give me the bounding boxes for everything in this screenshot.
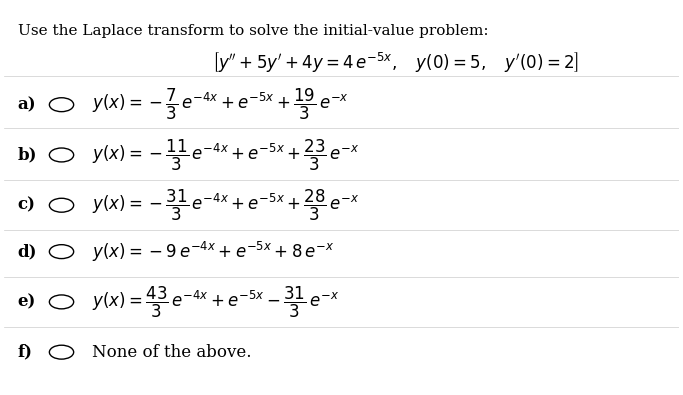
Text: $y(x)=-\dfrac{11}{3}\,e^{-4x}+e^{-5x}+\dfrac{23}{3}\,e^{-x}$: $y(x)=-\dfrac{11}{3}\,e^{-4x}+e^{-5x}+\d… [92,137,359,173]
Text: f): f) [18,344,33,361]
Text: None of the above.: None of the above. [92,344,251,361]
Text: a): a) [18,96,36,113]
Text: Use the Laplace transform to solve the initial-value problem:: Use the Laplace transform to solve the i… [18,23,488,38]
Text: $\left[y''+5y'+4y=4\,e^{-5x},\quad y(0)=5,\quad y'(0)=2\right]$: $\left[y''+5y'+4y=4\,e^{-5x},\quad y(0)=… [212,51,579,75]
Text: b): b) [18,147,37,164]
Text: $y(x)=-\dfrac{7}{3}\,e^{-4x}+e^{-5x}+\dfrac{19}{3}\,e^{-x}$: $y(x)=-\dfrac{7}{3}\,e^{-4x}+e^{-5x}+\df… [92,87,349,122]
Text: $y(x)=\dfrac{43}{3}\,e^{-4x}+e^{-5x}-\dfrac{31}{3}\,e^{-x}$: $y(x)=\dfrac{43}{3}\,e^{-4x}+e^{-5x}-\df… [92,284,339,320]
Text: $y(x)=-9\,e^{-4x}+e^{-5x}+8\,e^{-x}$: $y(x)=-9\,e^{-4x}+e^{-5x}+8\,e^{-x}$ [92,240,334,264]
Text: c): c) [18,197,36,214]
Text: e): e) [18,293,36,310]
Text: $y(x)=-\dfrac{31}{3}\,e^{-4x}+e^{-5x}+\dfrac{28}{3}\,e^{-x}$: $y(x)=-\dfrac{31}{3}\,e^{-4x}+e^{-5x}+\d… [92,188,359,223]
Text: d): d) [18,243,37,260]
